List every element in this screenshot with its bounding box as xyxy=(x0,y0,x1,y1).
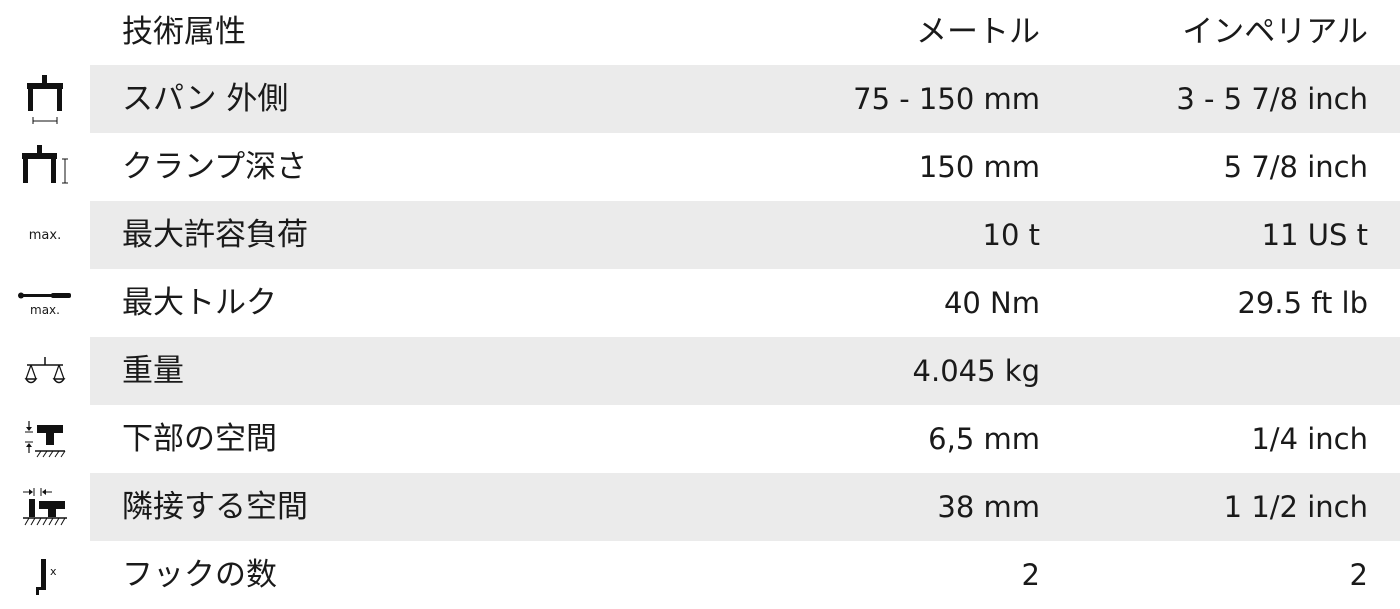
adjacent-clearance-icon xyxy=(0,473,90,541)
max-load-icon: max. xyxy=(0,201,90,269)
max-torque-icon-text: max. xyxy=(30,303,60,317)
metric-value: 10 t xyxy=(982,217,1041,252)
imperial-value: 29.5 ft lb xyxy=(1237,285,1368,320)
puller-span-icon xyxy=(0,65,90,133)
max-load-icon-text: max. xyxy=(28,227,62,243)
metric-value: 4.045 kg xyxy=(912,353,1040,388)
metric-column-header: メートル xyxy=(916,14,1040,50)
table-row: 下部の空間 6,5 mm 1/4 inch xyxy=(0,405,1400,473)
table-row: max. 最大許容負荷 10 t 11 US t xyxy=(0,201,1400,269)
row-label: クランプ深さ xyxy=(122,148,308,185)
row-label: スパン 外側 xyxy=(122,80,289,117)
clearance-below-icon xyxy=(0,405,90,473)
max-torque-icon: max. xyxy=(0,269,90,337)
row-label: 下部の空間 xyxy=(122,420,277,457)
row-label: 重量 xyxy=(122,352,184,389)
metric-value: 40 Nm xyxy=(943,285,1040,320)
property-column-header: 技術属性 xyxy=(122,14,246,50)
metric-value: 38 mm xyxy=(937,489,1040,524)
table-row: x フックの数 2 2 xyxy=(0,541,1400,609)
hook-count-icon: x xyxy=(0,541,90,609)
table-header: 技術属性 メートル インペリアル xyxy=(0,0,1400,65)
table-row: クランプ深さ 150 mm 5 7/8 inch xyxy=(0,133,1400,201)
table-row: 隣接する空間 38 mm 1 1/2 inch xyxy=(0,473,1400,541)
clamping-depth-icon xyxy=(0,133,90,201)
imperial-value: 1 1/2 inch xyxy=(1223,489,1368,524)
scale-weight-icon xyxy=(0,337,90,405)
imperial-value: 11 US t xyxy=(1261,217,1368,252)
metric-value: 2 xyxy=(1021,557,1040,592)
specification-table: 技術属性 メートル インペリアル スパン 外側 75 - 150 mm 3 - … xyxy=(0,0,1400,595)
table-row: max. 最大トルク 40 Nm 29.5 ft lb xyxy=(0,269,1400,337)
imperial-value: 2 xyxy=(1349,557,1368,592)
imperial-value: 5 7/8 inch xyxy=(1223,149,1368,184)
imperial-value: 3 - 5 7/8 inch xyxy=(1176,81,1368,116)
row-label: 最大許容負荷 xyxy=(122,216,308,253)
row-label: フックの数 xyxy=(122,556,277,593)
imperial-column-header: インペリアル xyxy=(1182,14,1368,50)
row-label: 隣接する空間 xyxy=(122,488,308,525)
imperial-value: 1/4 inch xyxy=(1251,421,1368,456)
row-label: 最大トルク xyxy=(122,284,277,321)
metric-value: 75 - 150 mm xyxy=(853,81,1040,116)
table-row: 重量 4.045 kg xyxy=(0,337,1400,405)
metric-value: 6,5 mm xyxy=(928,421,1040,456)
hook-count-icon-text: x xyxy=(50,565,57,578)
metric-value: 150 mm xyxy=(918,149,1040,184)
table-row: スパン 外側 75 - 150 mm 3 - 5 7/8 inch xyxy=(0,65,1400,133)
